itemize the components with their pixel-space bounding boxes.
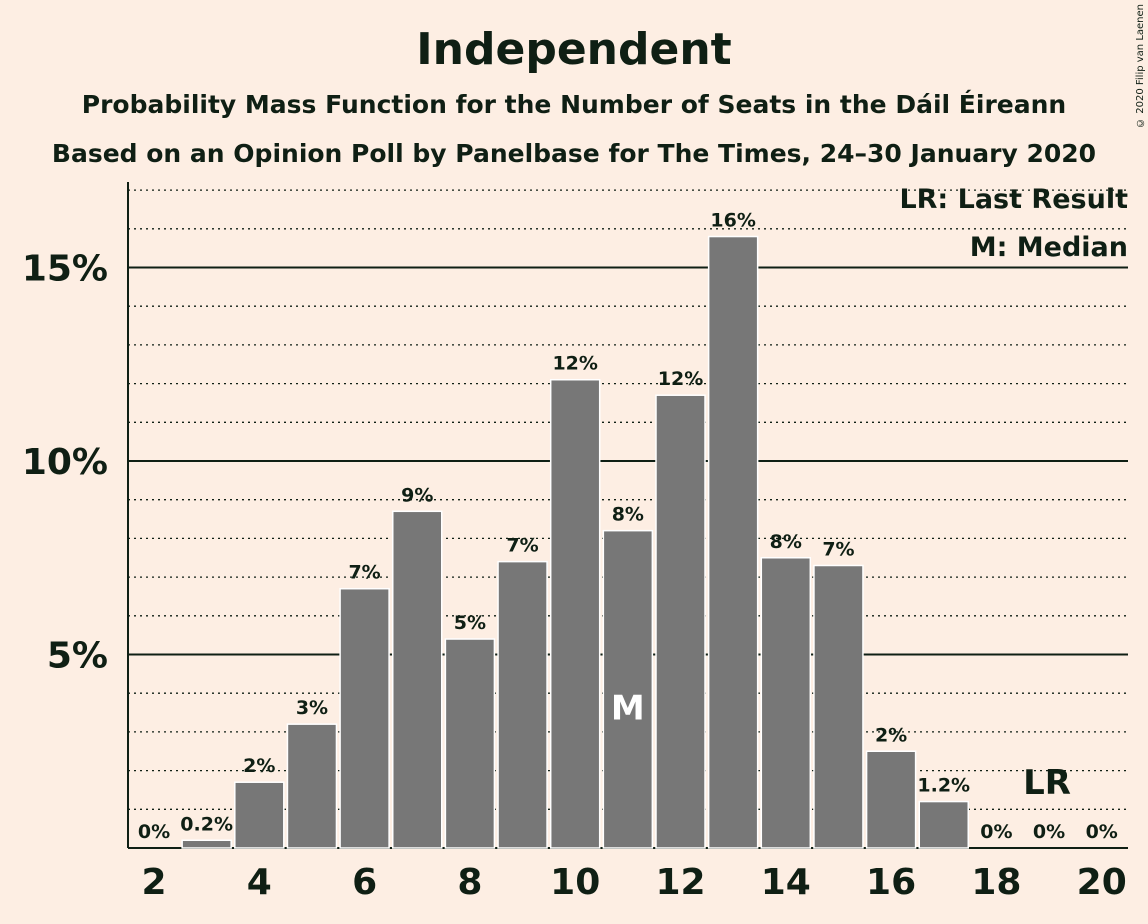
data-label: 9% xyxy=(401,484,433,506)
bar xyxy=(655,394,706,849)
bar xyxy=(918,800,969,849)
y-tick-label: 15% xyxy=(22,249,108,290)
last-result-marker: LR xyxy=(1023,763,1071,803)
y-tick-label: 5% xyxy=(47,636,108,677)
bar xyxy=(392,510,443,849)
bar xyxy=(339,587,390,849)
data-label: 8% xyxy=(612,504,644,526)
x-tick-label: 10 xyxy=(550,862,600,903)
x-tick-label: 16 xyxy=(866,862,916,903)
chart-subtitle: Probability Mass Function for the Number… xyxy=(81,90,1067,119)
data-label: 2% xyxy=(243,755,275,777)
data-label: 3% xyxy=(296,697,328,719)
data-label: 0% xyxy=(1086,821,1118,843)
bar xyxy=(444,638,496,849)
data-label: 12% xyxy=(658,368,703,390)
bar xyxy=(602,529,654,849)
x-tick-label: 6 xyxy=(352,862,377,903)
bar xyxy=(497,560,548,849)
chart-subtitle-poll: Based on an Opinion Poll by Panelbase fo… xyxy=(51,139,1097,168)
bar xyxy=(286,723,338,849)
bar xyxy=(813,564,864,849)
data-label: 7% xyxy=(348,562,380,584)
data-label: 0.2% xyxy=(180,813,233,835)
bar xyxy=(234,781,285,849)
data-label: 0% xyxy=(138,821,170,843)
bar xyxy=(181,839,232,849)
x-tick-label: 4 xyxy=(247,862,272,903)
x-tick-label: 2 xyxy=(141,862,166,903)
x-tick-label: 20 xyxy=(1077,862,1127,903)
bar xyxy=(760,557,812,849)
x-tick-label: 12 xyxy=(655,862,705,903)
x-tick-label: 8 xyxy=(457,862,482,903)
x-tick-label: 14 xyxy=(761,862,811,903)
y-tick-label: 10% xyxy=(22,442,108,483)
data-label: 2% xyxy=(875,724,907,746)
legend-median: M: Median xyxy=(969,232,1128,263)
median-marker: M xyxy=(611,688,645,728)
bar xyxy=(707,235,759,849)
data-label: 1.2% xyxy=(917,775,970,797)
legend-last-result: LR: Last Result xyxy=(899,184,1128,215)
x-tick-label: 18 xyxy=(971,862,1021,903)
data-label: 0% xyxy=(980,821,1012,843)
data-label: 16% xyxy=(710,210,755,232)
bar xyxy=(549,378,601,849)
data-label: 7% xyxy=(506,535,538,557)
data-label: 12% xyxy=(552,353,597,375)
bar xyxy=(865,750,917,849)
data-label: 8% xyxy=(770,531,802,553)
chart-title: Independent xyxy=(416,24,732,75)
data-label: 0% xyxy=(1033,821,1065,843)
data-label: 7% xyxy=(822,538,854,560)
data-label: 5% xyxy=(454,612,486,634)
